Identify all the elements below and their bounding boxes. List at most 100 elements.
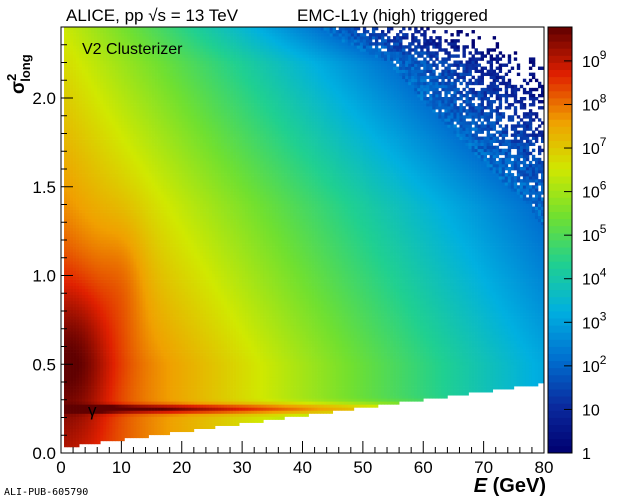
- heatmap-cell: [145, 39, 149, 43]
- heatmap-cell: [157, 200, 161, 204]
- heatmap-cell: [112, 319, 116, 323]
- heatmap-cell: [127, 78, 131, 83]
- heatmap-cell: [82, 270, 86, 274]
- heatmap-cell: [88, 303, 92, 308]
- heatmap-cell: [166, 264, 171, 268]
- heatmap-cell: [154, 166, 158, 171]
- heatmap-cell: [73, 413, 77, 417]
- heatmap-cell: [73, 115, 77, 119]
- heatmap-cell: [166, 352, 171, 356]
- heatmap-cell: [133, 364, 137, 369]
- heatmap-cell: [103, 349, 107, 353]
- heatmap-cell: [97, 252, 101, 256]
- heatmap-cell: [139, 230, 143, 235]
- heatmap-cell: [139, 170, 143, 174]
- heatmap-cell: [94, 191, 98, 195]
- heatmap-cell: [115, 39, 119, 43]
- heatmap-cell: [163, 54, 168, 58]
- heatmap-cell: [109, 227, 113, 232]
- heatmap-cell: [94, 115, 98, 119]
- heatmap-cell: [82, 346, 86, 350]
- heatmap-cell: [130, 81, 134, 86]
- heatmap-cell: [154, 182, 158, 186]
- heatmap-cell: [139, 316, 143, 320]
- heatmap-cell: [163, 331, 168, 335]
- heatmap-cell: [154, 401, 158, 405]
- heatmap-cell: [145, 398, 149, 402]
- heatmap-cell: [160, 355, 164, 360]
- heatmap-cell: [142, 273, 146, 277]
- heatmap-cell: [151, 364, 155, 369]
- heatmap-cell: [118, 206, 122, 210]
- heatmap-cell: [139, 373, 143, 378]
- heatmap-cell: [97, 373, 101, 378]
- heatmap-cell: [76, 69, 80, 73]
- heatmap-cell: [109, 370, 113, 375]
- heatmap-cell: [82, 45, 86, 49]
- heatmap-cell: [172, 136, 177, 140]
- heatmap-cell: [139, 218, 143, 223]
- heatmap-cell: [148, 404, 152, 408]
- heatmap-cell: [91, 255, 95, 259]
- heatmap-cell: [70, 255, 74, 259]
- heatmap-cell: [133, 112, 137, 116]
- heatmap-cell: [163, 282, 168, 286]
- heatmap-cell: [106, 358, 110, 363]
- heatmap-cell: [163, 361, 168, 366]
- heatmap-cell: [100, 188, 104, 192]
- heatmap-cell: [127, 392, 131, 396]
- heatmap-cell: [67, 249, 71, 253]
- heatmap-cell: [163, 166, 168, 171]
- heatmap-cell: [97, 145, 101, 150]
- heatmap-cell: [103, 57, 107, 61]
- heatmap-cell: [103, 282, 107, 286]
- heatmap-cell: [154, 422, 158, 426]
- heatmap-cell: [115, 194, 119, 198]
- heatmap-cell: [163, 376, 168, 381]
- heatmap-cell: [163, 206, 168, 210]
- heatmap-cell: [94, 313, 98, 317]
- heatmap-cell: [124, 100, 128, 104]
- heatmap-cell: [121, 413, 125, 417]
- heatmap-cell: [160, 328, 164, 332]
- heatmap-cell: [82, 249, 86, 253]
- heatmap-cell: [94, 252, 98, 256]
- heatmap-cell: [133, 106, 137, 110]
- heatmap-cell: [166, 422, 171, 426]
- heatmap-cell: [127, 255, 131, 259]
- heatmap-cell: [121, 224, 125, 229]
- heatmap-cell: [85, 139, 89, 143]
- heatmap-cell: [133, 434, 137, 439]
- heatmap-cell: [160, 185, 164, 189]
- heatmap-cell: [109, 376, 113, 381]
- heatmap-cell: [163, 87, 168, 92]
- heatmap-cell: [100, 106, 104, 110]
- heatmap-cell: [85, 188, 89, 192]
- heatmap-cell: [151, 373, 155, 378]
- heatmap-cell: [82, 218, 86, 223]
- heatmap-cell: [118, 69, 122, 73]
- heatmap-cell: [169, 63, 174, 67]
- heatmap-cell: [115, 182, 119, 186]
- heatmap-cell: [160, 206, 164, 210]
- heatmap-cell: [82, 294, 86, 299]
- heatmap-cell: [67, 124, 71, 128]
- heatmap-cell: [160, 87, 164, 92]
- heatmap-cell: [67, 233, 71, 238]
- heatmap-cell: [157, 154, 161, 159]
- heatmap-cell: [67, 370, 71, 375]
- heatmap-cell: [160, 386, 164, 390]
- heatmap-cell: [172, 316, 177, 320]
- heatmap-cell: [76, 145, 80, 150]
- heatmap-cell: [121, 410, 125, 414]
- heatmap-cell: [133, 258, 137, 262]
- heatmap-cell: [67, 267, 71, 271]
- heatmap-cell: [121, 93, 125, 98]
- heatmap-cell: [163, 422, 168, 426]
- heatmap-cell: [157, 215, 161, 220]
- heatmap-cell: [103, 200, 107, 204]
- heatmap-cell: [82, 279, 86, 283]
- heatmap-cell: [103, 224, 107, 229]
- heatmap-cell: [118, 93, 122, 98]
- heatmap-cell: [121, 346, 125, 350]
